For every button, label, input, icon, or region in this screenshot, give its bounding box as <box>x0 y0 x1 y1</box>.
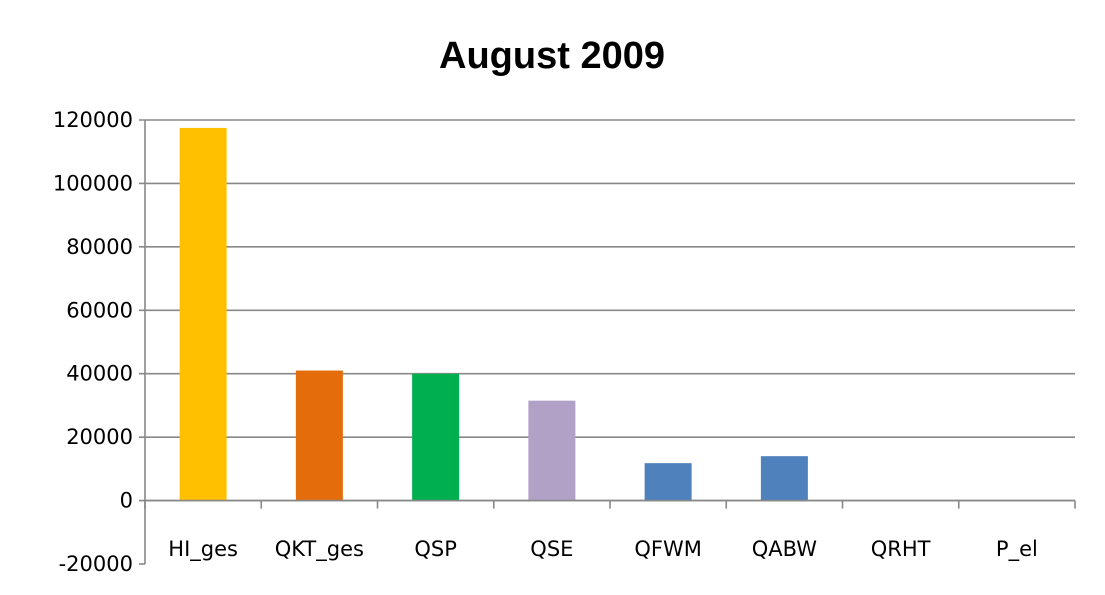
y-axis-tick-labels: -20000 0 20000 40000 60000 80000 100000 120000 <box>53 108 133 576</box>
y-tick-label: 60000 <box>66 298 133 322</box>
bars <box>179 127 808 501</box>
y-tick-label: 40000 <box>66 362 133 386</box>
y-tick-label: 120000 <box>53 108 133 132</box>
x-category-label: QSE <box>530 537 573 561</box>
y-tick-label: 100000 <box>53 171 133 195</box>
x-category-label: QABW <box>752 537 818 561</box>
chart-title: August 2009 <box>439 35 665 77</box>
x-category-label: QKT_ges <box>275 537 364 562</box>
bar-qfwm <box>644 463 692 501</box>
axes <box>144 120 1076 564</box>
x-category-label: QRHT <box>871 537 931 561</box>
gridlines <box>139 119 1075 565</box>
bar-qse <box>528 400 576 501</box>
x-category-label: P_el <box>996 537 1038 562</box>
x-category-label: QFWM <box>634 537 702 561</box>
x-category-label: HI_ges <box>168 537 238 562</box>
y-tick-label: 80000 <box>66 235 133 259</box>
bar-qabw <box>760 456 808 501</box>
bar-qkt-ges <box>295 370 343 501</box>
bar-hi-ges <box>179 127 227 501</box>
bar-qsp <box>412 373 460 501</box>
x-category-label: QSP <box>414 537 457 561</box>
y-tick-label: 20000 <box>66 425 133 449</box>
x-axis-category-labels: HI_ges QKT_ges QSP QSE QFWM QABW QRHT P_el <box>168 537 1038 562</box>
y-tick-label: 0 <box>120 489 133 513</box>
y-tick-label: -20000 <box>59 552 133 576</box>
